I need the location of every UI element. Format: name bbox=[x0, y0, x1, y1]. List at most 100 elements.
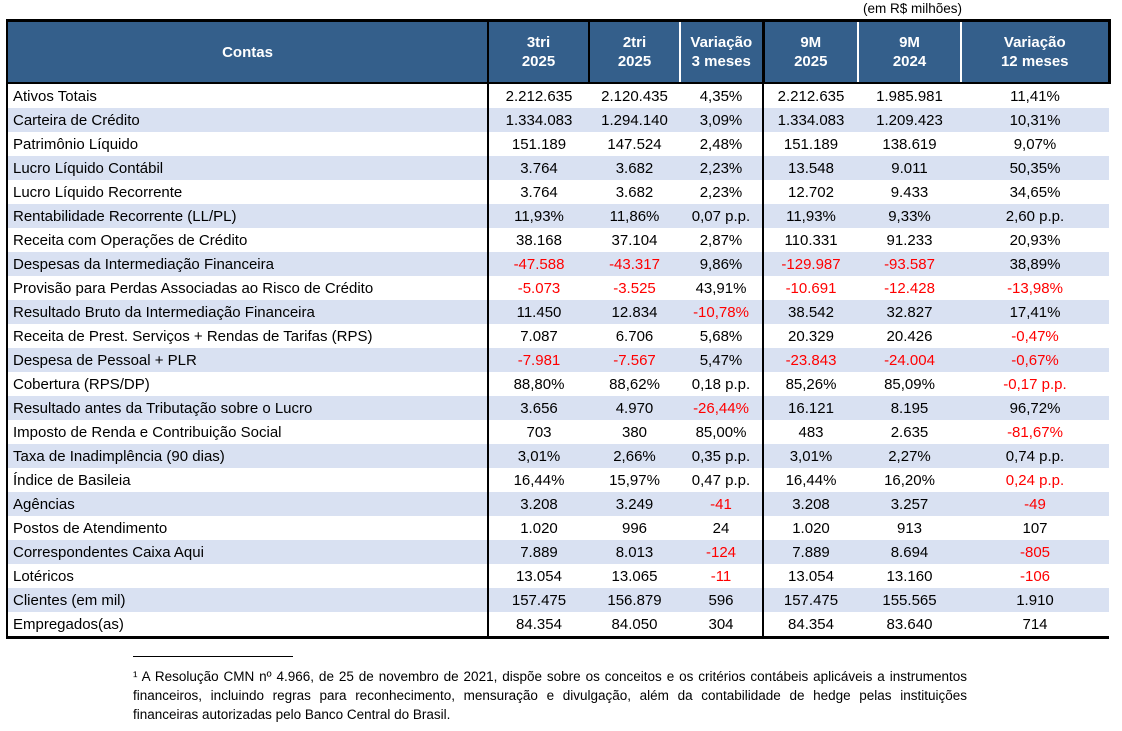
value-cell: -5.073 bbox=[517, 279, 561, 297]
row-label: Correspondentes Caixa Aqui bbox=[6, 540, 489, 564]
table-row: Cobertura (RPS/DP) 88,80% 88,62% 0,18 p.p. 8… bbox=[6, 372, 1109, 396]
row-label: Despesa de Pessoal + PLR bbox=[6, 348, 489, 372]
row-label: Provisão para Perdas Associadas ao Risco… bbox=[6, 276, 489, 300]
table-row: Resultado Bruto da Intermediação Finance… bbox=[6, 300, 1109, 324]
table-row: Provisão para Perdas Associadas ao Risco… bbox=[6, 276, 1109, 300]
value-cell: 3.656 bbox=[488, 396, 589, 420]
value-cell: 12.702 bbox=[788, 183, 834, 201]
value-cell: 3.764 bbox=[520, 183, 558, 201]
value-cell: 13.065 bbox=[611, 567, 658, 585]
row-label: Resultado antes da Tributação sobre o Lu… bbox=[6, 396, 489, 420]
row-label: Resultado Bruto da Intermediação Finance… bbox=[6, 300, 489, 324]
value-cell: -41 bbox=[680, 492, 764, 516]
value-cell: 13.160 bbox=[886, 567, 933, 585]
table-row: Despesas da Intermediação Financeira -47.… bbox=[6, 252, 1109, 276]
value-cell: 12.834 bbox=[589, 300, 680, 324]
value-cell: 2,66% bbox=[589, 444, 680, 468]
value-cell: 913 bbox=[896, 519, 923, 537]
value-cell: 107 bbox=[1022, 519, 1048, 537]
value-cell: 3.257 bbox=[858, 492, 961, 516]
table-row: Correspondentes Caixa Aqui 7.889 8.013 -124… bbox=[6, 540, 1109, 564]
value-cell: 5,47% bbox=[680, 348, 764, 372]
value-cell: 32.827 bbox=[858, 300, 961, 324]
value-cell: 596 bbox=[680, 588, 764, 612]
row-label: Empregados(as) bbox=[6, 612, 489, 639]
value-cell: 3.208 bbox=[488, 492, 589, 516]
value-cell: -129.987 bbox=[763, 252, 858, 276]
value-cell: 151.189 bbox=[511, 135, 567, 153]
row-label: Despesas da Intermediação Financeira bbox=[6, 252, 489, 276]
value-cell: 3.682 bbox=[615, 183, 654, 201]
value-cell: -7.567 bbox=[589, 348, 680, 372]
row-label: Cobertura (RPS/DP) bbox=[6, 372, 489, 396]
value-cell: -10.691 bbox=[785, 279, 837, 297]
column-header: 3tri 2025 bbox=[488, 19, 590, 84]
table-row: Taxa de Inadimplência (90 dias) 3,01% 2,66… bbox=[6, 444, 1109, 468]
value-cell: 24 bbox=[680, 516, 764, 540]
value-cell: 6.706 bbox=[615, 327, 654, 345]
table-row: Postos de Atendimento 1.020 996 24 1.020 913 1… bbox=[6, 516, 1109, 540]
value-cell: 996 bbox=[621, 519, 648, 537]
value-cell: 304 bbox=[680, 612, 764, 639]
value-cell: -0,67% bbox=[961, 348, 1109, 372]
table-row: Receita de Prest. Serviços + Rendas de T… bbox=[6, 324, 1109, 348]
value-cell: 2.212.635 bbox=[777, 87, 845, 105]
value-cell: 2.120.435 bbox=[601, 87, 668, 105]
value-cell: -7.981 bbox=[488, 348, 589, 372]
value-cell: 5,68% bbox=[680, 324, 764, 348]
value-cell: 38,89% bbox=[961, 252, 1109, 276]
value-cell: -0,47% bbox=[1011, 327, 1059, 345]
value-cell: 13.054 bbox=[788, 567, 834, 585]
value-cell: -49 bbox=[961, 492, 1109, 516]
value-cell: 157.475 bbox=[763, 588, 858, 612]
value-cell: 13.054 bbox=[516, 567, 562, 585]
value-cell: 0,74 p.p. bbox=[961, 444, 1109, 468]
row-label: Receita com Operações de Crédito bbox=[6, 228, 489, 252]
value-cell: 2,60 p.p. bbox=[961, 204, 1109, 228]
value-cell: -93.587 bbox=[858, 252, 961, 276]
value-cell: 157.475 bbox=[488, 588, 589, 612]
column-header: 9M 2025 bbox=[763, 19, 859, 84]
table-row: Carteira de Crédito 1.334.083 1.294.140 3,0… bbox=[6, 108, 1109, 132]
value-cell: 88,80% bbox=[513, 375, 565, 393]
value-cell: -3.525 bbox=[613, 279, 656, 297]
value-cell: 11,41% bbox=[1010, 87, 1060, 105]
table-row: Empregados(as) 84.354 84.050 304 84.354 83.64… bbox=[6, 612, 1109, 639]
value-cell: 2,48% bbox=[680, 132, 764, 156]
column-header: Variação 12 meses bbox=[961, 19, 1111, 84]
value-cell: 88,62% bbox=[609, 375, 660, 393]
table-row: Lucro Líquido Contábil 3.764 3.682 2,23% 13.… bbox=[6, 156, 1109, 180]
value-cell: 0,35 p.p. bbox=[680, 444, 764, 468]
value-cell: 3.682 bbox=[589, 156, 680, 180]
value-cell: 7.889 bbox=[488, 540, 589, 564]
row-label: Agências bbox=[6, 492, 489, 516]
value-cell: 0,07 p.p. bbox=[680, 204, 764, 228]
value-cell: 38.542 bbox=[763, 300, 858, 324]
value-cell: 110.331 bbox=[784, 231, 838, 249]
row-label: Ativos Totais bbox=[6, 83, 489, 108]
value-cell: 13.548 bbox=[763, 156, 858, 180]
footnote-divider bbox=[133, 656, 293, 657]
footnote-text: ¹ A Resolução CMN nº 4.966, de 25 de nov… bbox=[133, 669, 967, 722]
value-cell: 91.233 bbox=[886, 231, 933, 249]
value-cell: 16,44% bbox=[513, 471, 565, 489]
row-label: Postos de Atendimento bbox=[6, 516, 489, 540]
value-cell: -81,67% bbox=[1007, 423, 1063, 441]
value-cell: 1.985.981 bbox=[876, 87, 943, 105]
value-cell: 9,33% bbox=[858, 204, 961, 228]
row-label: Imposto de Renda e Contribuição Social bbox=[6, 420, 489, 444]
value-cell: 3.764 bbox=[488, 156, 589, 180]
row-label: Lucro Líquido Recorrente bbox=[6, 180, 489, 204]
value-cell: 8.694 bbox=[858, 540, 961, 564]
value-cell: 8.195 bbox=[858, 396, 961, 420]
value-cell: 83.640 bbox=[858, 612, 961, 639]
value-cell: 9.433 bbox=[890, 183, 929, 201]
footnote: ¹ A Resolução CMN nº 4.966, de 25 de nov… bbox=[133, 656, 967, 724]
financial-highlights-table: Contas 3tri 2025 2tri 2025 Variação 3 meses 9M 2… bbox=[6, 19, 1111, 639]
value-cell: 50,35% bbox=[961, 156, 1109, 180]
value-cell: -12.428 bbox=[884, 279, 935, 297]
value-cell: 1.910 bbox=[961, 588, 1109, 612]
value-cell: 10,31% bbox=[961, 108, 1109, 132]
value-cell: 2,23% bbox=[680, 156, 764, 180]
value-cell: -11 bbox=[680, 564, 764, 588]
